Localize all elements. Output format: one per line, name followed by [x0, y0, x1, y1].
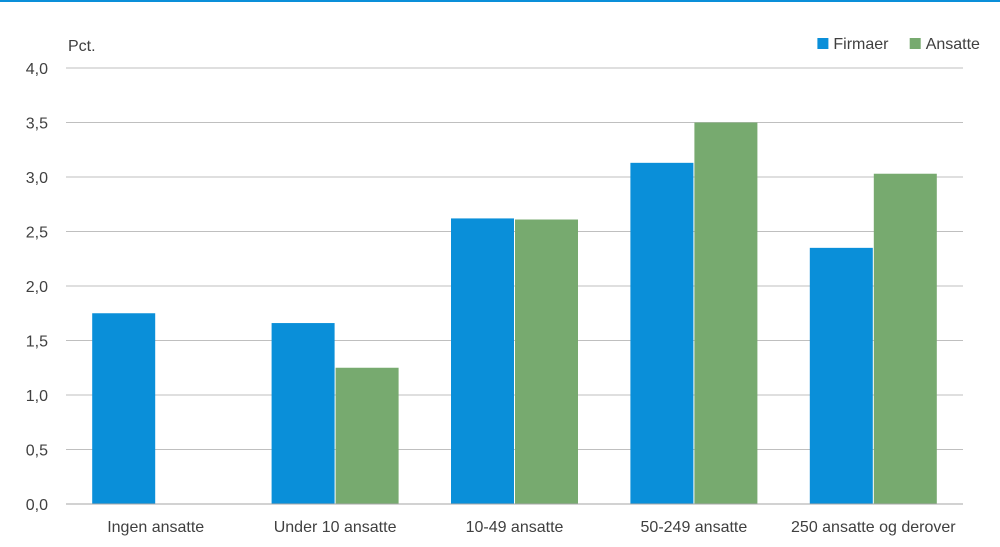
legend-label: Ansatte — [926, 36, 980, 53]
y-axis-ticks: 0,0 0,5 1,0 1,5 2,0 2,5 3,0 3,5 4,0 — [26, 61, 48, 514]
y-tick-label: 3,0 — [26, 170, 48, 187]
y-tick-label: 1,5 — [26, 334, 48, 351]
bar-ansatte-4 — [873, 173, 937, 505]
x-tick-label: Ingen ansatte — [107, 519, 204, 536]
bars — [92, 122, 937, 505]
y-axis-label: Pct. — [68, 38, 96, 55]
legend-swatch — [909, 38, 921, 49]
bar-ansatte-3 — [694, 122, 758, 504]
y-tick-label: 3,5 — [26, 116, 48, 133]
bar-ansatte-2 — [515, 219, 578, 504]
legend-label: Firmaer — [833, 36, 889, 53]
y-tick-label: 4,0 — [26, 61, 48, 78]
y-tick-label: 0,0 — [26, 497, 48, 514]
bar-firmaer-2 — [451, 218, 514, 505]
x-tick-label: 10-49 ansatte — [466, 519, 564, 536]
x-tick-label: 50-249 ansatte — [641, 519, 748, 536]
y-tick-label: 0,5 — [26, 443, 48, 460]
y-tick-label: 2,5 — [26, 225, 48, 242]
bar-ansatte-1 — [335, 367, 399, 504]
x-tick-label: 250 ansatte og derover — [791, 519, 956, 536]
top-accent-line — [0, 0, 1000, 2]
bar-firmaer-4 — [809, 247, 873, 504]
y-tick-label: 1,0 — [26, 388, 48, 405]
bar-firmaer-0 — [92, 313, 156, 504]
legend: Firmaer Ansatte — [817, 36, 980, 53]
bar-firmaer-3 — [630, 162, 694, 504]
y-tick-label: 2,0 — [26, 279, 48, 296]
x-axis-ticks: Ingen ansatte Under 10 ansatte 10-49 ansat… — [107, 519, 956, 536]
gridlines — [66, 67, 963, 450]
x-tick-label: Under 10 ansatte — [274, 519, 397, 536]
bar-firmaer-1 — [271, 323, 335, 504]
legend-swatch — [817, 38, 829, 49]
